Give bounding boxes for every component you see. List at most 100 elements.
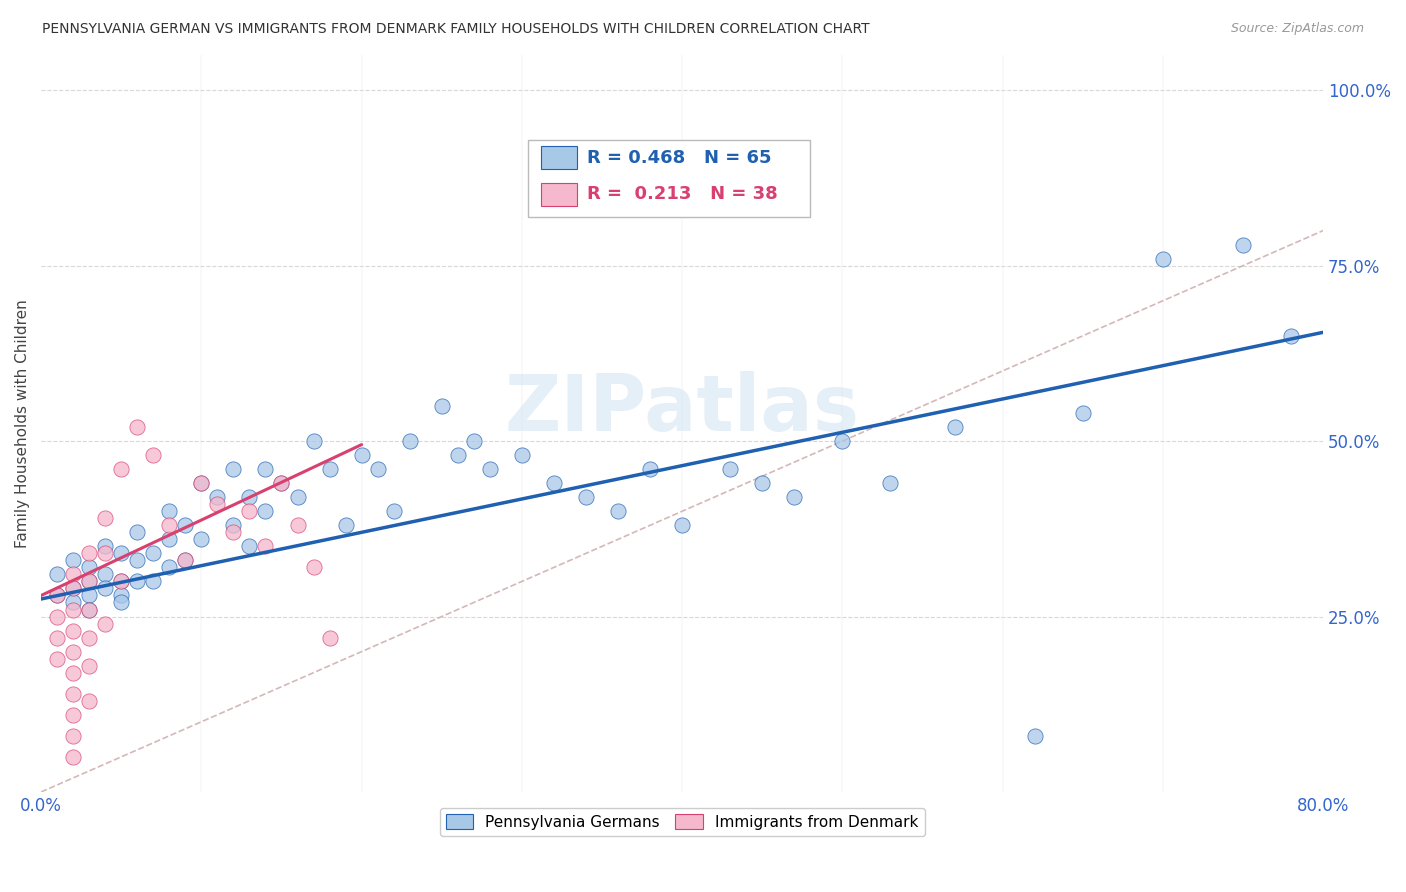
Point	[62, 582, 84, 596]
Point	[398, 434, 420, 448]
Point	[62, 582, 84, 596]
Point	[46, 589, 69, 603]
Point	[335, 518, 357, 533]
Point	[94, 616, 117, 631]
Point	[831, 434, 853, 448]
Point	[62, 595, 84, 609]
Point	[302, 560, 325, 574]
Point	[77, 589, 100, 603]
Point	[367, 462, 389, 476]
Point	[157, 504, 180, 518]
Point	[77, 602, 100, 616]
Point	[222, 525, 245, 540]
Point	[510, 448, 533, 462]
Point	[575, 490, 598, 504]
Point	[607, 504, 630, 518]
Point	[77, 602, 100, 616]
Point	[174, 518, 197, 533]
Point	[254, 504, 277, 518]
Point	[127, 553, 149, 567]
Point	[157, 533, 180, 547]
Point	[62, 645, 84, 659]
Point	[783, 490, 806, 504]
Point	[94, 582, 117, 596]
Text: R =  0.213   N = 38: R = 0.213 N = 38	[588, 185, 778, 202]
Point	[463, 434, 485, 448]
Point	[270, 476, 292, 491]
Text: ZIPatlas: ZIPatlas	[505, 371, 859, 447]
Point	[127, 574, 149, 589]
Point	[46, 589, 69, 603]
Point	[77, 560, 100, 574]
Point	[447, 448, 470, 462]
Point	[478, 462, 501, 476]
Point	[77, 631, 100, 645]
FancyBboxPatch shape	[541, 183, 576, 206]
Point	[318, 631, 340, 645]
Point	[110, 574, 132, 589]
Point	[222, 518, 245, 533]
Point	[190, 533, 212, 547]
Point	[110, 462, 132, 476]
Point	[718, 462, 741, 476]
Point	[142, 574, 165, 589]
Point	[287, 490, 309, 504]
Point	[142, 546, 165, 560]
Text: Source: ZipAtlas.com: Source: ZipAtlas.com	[1230, 22, 1364, 36]
Point	[1024, 729, 1046, 743]
Point	[110, 589, 132, 603]
Point	[1232, 237, 1254, 252]
Point	[157, 518, 180, 533]
Point	[46, 567, 69, 582]
Text: PENNSYLVANIA GERMAN VS IMMIGRANTS FROM DENMARK FAMILY HOUSEHOLDS WITH CHILDREN C: PENNSYLVANIA GERMAN VS IMMIGRANTS FROM D…	[42, 22, 870, 37]
Point	[190, 476, 212, 491]
Point	[62, 687, 84, 701]
Point	[62, 602, 84, 616]
Point	[77, 546, 100, 560]
Point	[62, 707, 84, 722]
Point	[1152, 252, 1174, 266]
Point	[94, 511, 117, 525]
Point	[94, 567, 117, 582]
Point	[671, 518, 693, 533]
Point	[254, 540, 277, 554]
Point	[238, 540, 260, 554]
Point	[62, 624, 84, 638]
Point	[62, 665, 84, 680]
Point	[127, 420, 149, 434]
Point	[430, 399, 453, 413]
Point	[62, 729, 84, 743]
Point	[46, 609, 69, 624]
Point	[110, 574, 132, 589]
Point	[207, 497, 229, 511]
Point	[77, 574, 100, 589]
Point	[174, 553, 197, 567]
Point	[382, 504, 405, 518]
Point	[174, 553, 197, 567]
Point	[110, 595, 132, 609]
Point	[1279, 328, 1302, 343]
Point	[94, 540, 117, 554]
Point	[94, 546, 117, 560]
Point	[127, 525, 149, 540]
Point	[62, 553, 84, 567]
Text: R = 0.468   N = 65: R = 0.468 N = 65	[588, 149, 772, 167]
Point	[110, 546, 132, 560]
Point	[190, 476, 212, 491]
Point	[222, 462, 245, 476]
FancyBboxPatch shape	[529, 140, 810, 218]
Point	[350, 448, 373, 462]
Legend: Pennsylvania Germans, Immigrants from Denmark: Pennsylvania Germans, Immigrants from De…	[440, 807, 925, 836]
Point	[302, 434, 325, 448]
Point	[638, 462, 661, 476]
Point	[62, 750, 84, 764]
Point	[157, 560, 180, 574]
Point	[46, 651, 69, 665]
Point	[254, 462, 277, 476]
FancyBboxPatch shape	[541, 145, 576, 169]
Point	[270, 476, 292, 491]
Y-axis label: Family Households with Children: Family Households with Children	[15, 299, 30, 548]
Point	[207, 490, 229, 504]
Point	[943, 420, 966, 434]
Point	[46, 631, 69, 645]
